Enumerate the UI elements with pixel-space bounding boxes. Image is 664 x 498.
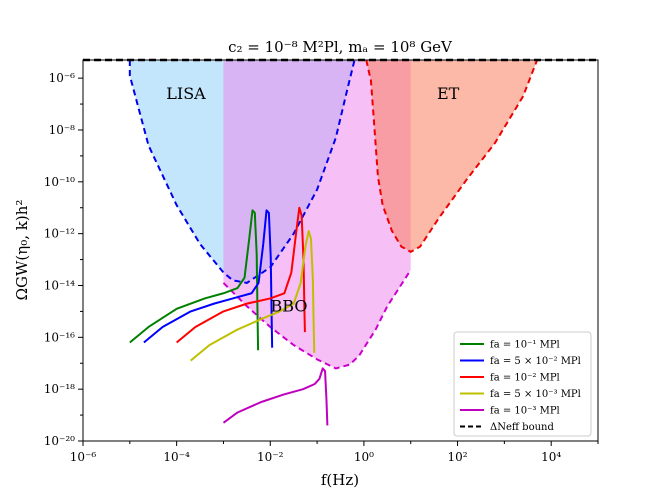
y-tick-label: 10⁻²⁰ — [44, 434, 75, 448]
legend-label: fa = 10⁻² MPl — [490, 373, 560, 384]
chart-title: c₂ = 10⁻⁸ M²Pl, mₐ = 10⁸ GeV — [228, 38, 453, 56]
detector-boundaries — [128, 60, 539, 370]
series-line-4 — [190, 230, 316, 362]
series-line-5 — [222, 367, 329, 426]
et-boundary-curve — [365, 60, 539, 253]
y-tick-label: 10⁻⁶ — [49, 71, 76, 85]
et-label: ET — [437, 84, 460, 103]
x-tick-label: 10⁰ — [354, 450, 374, 464]
legend: fa = 10⁻¹ MPl fa = 5 × 10⁻² MPl fa = 10⁻² … — [453, 331, 592, 437]
y-tick-label: 10⁻¹⁸ — [44, 382, 75, 396]
y-tick-label: 10⁻¹⁰ — [44, 175, 75, 189]
bbo-boundary-curve — [222, 269, 412, 370]
y-tick-label: 10⁻¹⁶ — [44, 330, 75, 344]
legend-label: fa = 5 × 10⁻³ MPl — [490, 389, 581, 400]
axis-ticks: 10⁻⁶ 10⁻⁴ 10⁻² 10⁰ 10² 10⁴ 10⁻²⁰ 10⁻¹⁸ 10⁻¹⁶ 10⁻¹… — [44, 71, 599, 464]
x-tick-label: 10⁻⁶ — [70, 450, 97, 464]
legend-label: fa = 5 × 10⁻² MPl — [490, 356, 581, 367]
et-sensitivity-region — [366, 60, 538, 252]
x-tick-label: 10⁴ — [541, 450, 561, 464]
legend-label: fa = 10⁻³ MPl — [490, 406, 560, 417]
plot-frame — [82, 59, 599, 442]
y-tick-label: 10⁻⁸ — [49, 123, 76, 137]
y-axis-label: ΩGW(η₀, k)h² — [13, 200, 31, 301]
legend-label: fa = 10⁻¹ MPl — [490, 340, 560, 351]
bbo-label: BBO — [271, 296, 308, 315]
y-tick-label: 10⁻¹² — [44, 227, 75, 241]
series-line-1 — [129, 209, 260, 351]
x-tick-label: 10⁻⁴ — [163, 450, 190, 464]
legend-box — [453, 331, 592, 437]
series-line-2 — [143, 209, 274, 348]
lisa-boundary-curve — [128, 60, 356, 284]
y-tick-label: 10⁻¹⁴ — [44, 278, 75, 292]
series-lines — [129, 206, 329, 426]
x-tick-label: 10⁻² — [257, 450, 284, 464]
lisa-label: LISA — [166, 84, 206, 103]
x-tick-label: 10² — [447, 450, 467, 464]
legend-label: ΔNeff bound — [490, 422, 554, 433]
detector-labels: LISA BBO ET — [166, 84, 459, 316]
x-axis-label: f(Hz) — [321, 471, 359, 489]
